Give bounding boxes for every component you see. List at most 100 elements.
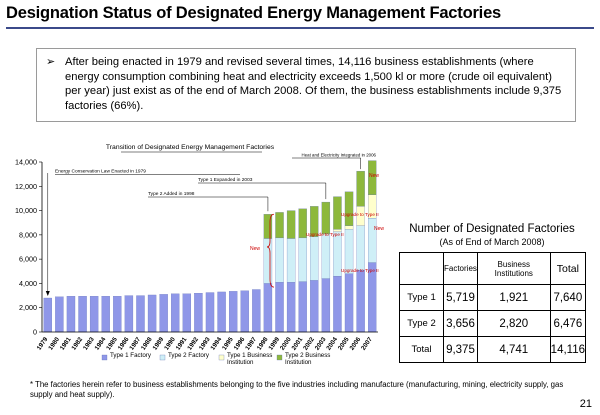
x-tick-label: 1991 [175,336,189,352]
bar-segment [344,225,354,230]
bar-segment [321,278,331,333]
bar-segment [310,236,319,281]
y-tick-label: 8,000 [19,230,37,239]
upgrade-label: Upgrade to Type II [341,212,379,217]
bar-segment [159,294,168,333]
bar-segment [321,201,331,234]
bar-segment [217,291,226,333]
header-cell-institutions: Business Institutions [476,252,551,285]
bar-segment [194,293,203,333]
bar-segment [344,191,354,226]
bar-segment [66,296,76,333]
cell-factories: 5,719 [443,284,478,311]
x-tick-label: 1998 [256,336,270,352]
annotation-label: Type 2 Added in 1998 [148,191,195,197]
y-tick-label: 10,000 [15,206,37,215]
table-row: Total 9,375 4,741 14,116 [399,336,587,363]
x-tick-label: 1999 [267,336,281,352]
page-title: Designation Status of Designated Energy … [6,4,502,22]
bar-segment [344,273,354,333]
y-tick-label: 2,000 [19,303,37,312]
cell-factories: 9,375 [443,336,478,363]
cell-total: 6,476 [549,310,587,337]
bar-segment [286,282,296,333]
x-tick-label: 2005 [337,336,351,352]
bar-segment [147,294,157,333]
legend-swatch [218,354,225,361]
y-tick-label: 6,000 [19,255,37,264]
annotation-layer: Energy Conservation Law Enacted in 1979 T… [45,153,384,296]
table-row: Type 1 5,719 1,921 7,640 [399,284,587,311]
x-tick-label: 1995 [221,336,235,352]
bar-segment [298,281,307,333]
annotation-label: Heat and Electricity Integrated in 2006 [302,153,377,158]
table-header-row: Factories Business Institutions Total [399,252,587,285]
y-tick-label: 12,000 [15,182,37,191]
bar-segment [228,291,238,333]
bar-segment [356,269,365,333]
row-label: Type 1 [399,284,444,311]
bar-segment [298,208,307,239]
x-tick-label: 1985 [105,336,119,352]
bar-segment [78,296,87,333]
page-number: 21 [579,398,592,410]
table-subtitle: (As of End of March 2008) [439,237,545,247]
bar-segment [286,238,296,283]
legend-label: Type 2 Business [285,352,330,359]
bar-segment [310,280,319,333]
x-tick-label: 1986 [117,336,131,352]
x-tick-label: 2003 [314,336,328,352]
bar-segment [55,296,64,333]
legend-swatch [159,354,166,361]
header-cell-factories: Factories [443,252,478,285]
bar-segment [124,295,134,333]
bar-segment [263,238,273,284]
x-tick-label: 2004 [325,336,339,352]
x-tick-label: 2006 [348,336,362,352]
row-label: Total [399,336,444,363]
y-axis: 0 2,000 4,000 6,000 8,000 10,000 12,000 14,000 [15,158,43,337]
bar-segment [356,225,365,271]
bar-segment [205,292,215,333]
legend-swatch [276,354,283,361]
bar-segment [286,210,296,239]
x-axis: 1979198019811982198319841985198619871988… [36,331,378,352]
y-tick-label: 4,000 [19,279,37,288]
x-tick-label: 1984 [94,336,108,352]
header-cell-empty [399,252,444,285]
bar-segment [171,293,180,333]
bar-segment [333,196,342,230]
bar-segment [368,160,377,195]
legend-label: Institution [285,359,312,366]
bar-segment [356,170,365,207]
bar-segment [113,296,122,333]
cell-institutions: 2,820 [476,310,551,337]
intro-box: ➢ After being enacted in 1979 and revise… [36,48,576,122]
bar-segment [275,282,284,333]
legend-label: Type 1 Factory [110,352,152,359]
x-tick-label: 1979 [36,336,50,352]
arrowhead-icon [45,291,50,296]
x-tick-label: 2001 [291,336,305,352]
x-tick-label: 1983 [82,336,96,352]
x-tick-label: 2000 [279,336,293,352]
y-tick-label: 0 [33,328,37,337]
new-label: New [374,226,384,232]
bar-segment [333,276,342,333]
y-tick-label: 14,000 [15,158,37,167]
designated-factories-table: Factories Business Institutions Total Ty… [399,252,587,363]
cell-total: 7,640 [549,284,587,311]
x-tick-label: 1980 [47,336,61,352]
table-row: Type 2 3,656 2,820 6,476 [399,310,587,337]
legend-label: Type 2 Factory [168,352,210,359]
x-tick-label: 1992 [186,336,200,352]
new-label: New [250,246,260,252]
cell-total: 14,116 [549,336,587,363]
bar-segment [263,214,273,239]
x-tick-label: 1987 [128,336,142,352]
bar-segment [136,295,145,333]
x-tick-label: 1990 [163,336,177,352]
row-label: Type 2 [399,310,444,337]
chart-legend: Type 1 Factory Type 2 Factory Type 1 Busin… [101,352,330,366]
legend-label: Institution [227,359,254,366]
